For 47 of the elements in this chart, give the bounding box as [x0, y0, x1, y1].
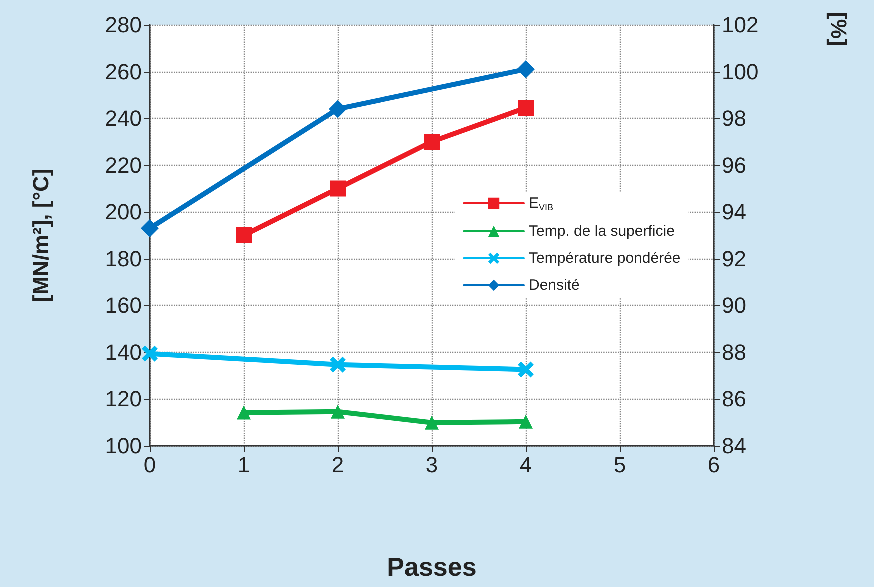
- y2-tick-label: 102: [722, 12, 759, 38]
- point: [425, 416, 439, 430]
- point: [142, 346, 158, 362]
- point: [329, 100, 347, 118]
- point: [331, 404, 345, 419]
- point: [330, 180, 346, 197]
- y-tick-label: 220: [105, 152, 142, 178]
- x-tick-label: 0: [144, 452, 156, 478]
- y2-tick-label: 88: [722, 340, 746, 365]
- y2-tick-label: 98: [722, 106, 746, 132]
- x-tick-label: 2: [332, 452, 344, 478]
- y-tick-label: 160: [105, 293, 142, 318]
- y-axis-title: [MN/m²], [°C]: [28, 168, 54, 302]
- y2-axis-title: [%]: [826, 12, 852, 46]
- y-tick-label: 200: [105, 200, 142, 225]
- legend-label: Densité: [529, 277, 580, 294]
- y2-tick-label: 90: [722, 293, 746, 318]
- y-tick-label: 120: [105, 386, 142, 412]
- y-tick-label: 280: [105, 12, 142, 38]
- point: [237, 406, 251, 420]
- y-tick-label: 260: [105, 59, 142, 84]
- point: [518, 100, 534, 116]
- point: [141, 219, 159, 238]
- legend-label: Temp. de la superficie: [529, 223, 675, 240]
- point: [424, 134, 440, 150]
- x-tick-label: 1: [238, 452, 250, 478]
- point: [330, 356, 346, 373]
- x-tick-label: 6: [708, 452, 720, 478]
- y2-tick-label: 94: [722, 200, 746, 225]
- y-tick-label: 100: [105, 434, 142, 458]
- y2-tick-label: 86: [722, 386, 746, 412]
- x-tick-label: 3: [426, 452, 438, 478]
- legend-label: Température pondérée: [529, 250, 681, 267]
- point: [518, 362, 534, 378]
- x-tick-label: 4: [520, 452, 532, 478]
- x-tick-label: 5: [614, 452, 626, 478]
- y-tick-label: 180: [105, 246, 142, 272]
- y2-tick-label: 100: [722, 59, 759, 84]
- y2-tick-label: 96: [722, 152, 746, 178]
- y2-tick-label: 84: [722, 434, 746, 458]
- y-tick-label: 140: [105, 340, 142, 365]
- point: [236, 228, 252, 244]
- point: [517, 60, 535, 78]
- y-tick-label: 240: [105, 106, 142, 132]
- y2-tick-label: 92: [722, 246, 746, 272]
- point: [519, 414, 533, 429]
- x-axis-title: Passes: [387, 552, 477, 582]
